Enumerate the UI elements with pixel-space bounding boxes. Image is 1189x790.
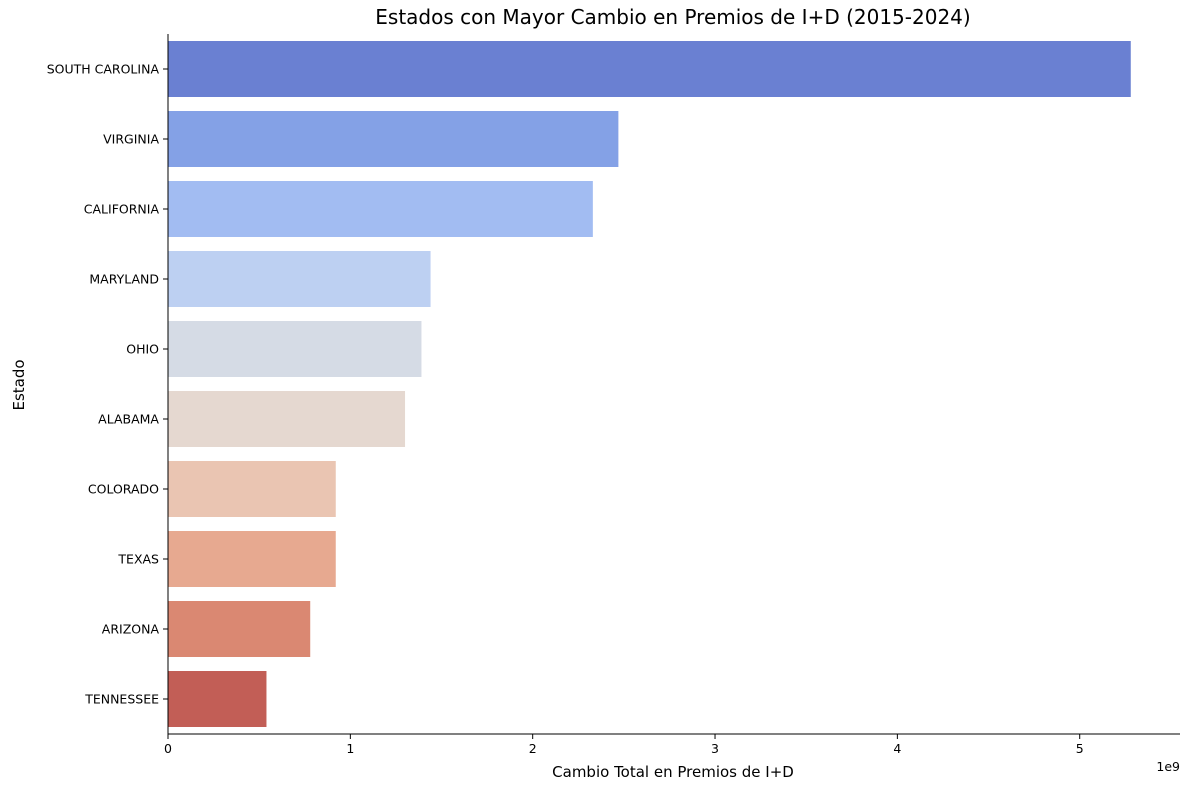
- y-tick-label: VIRGINIA: [103, 132, 159, 147]
- bar-ohio: [168, 321, 422, 377]
- x-tick-label: 3: [711, 741, 719, 756]
- y-axis-ticks: SOUTH CAROLINA VIRGINIA CALIFORNIA MARYLAND…: [47, 62, 168, 707]
- chart-title: Estados con Mayor Cambio en Premios de I…: [375, 5, 970, 29]
- x-axis-label: Cambio Total en Premios de I+D: [552, 763, 794, 781]
- y-tick-label: ALABAMA: [98, 412, 159, 427]
- bar-colorado: [168, 461, 336, 517]
- bar-arizona: [168, 601, 311, 657]
- bar-texas: [168, 531, 336, 587]
- x-tick-label: 0: [164, 741, 172, 756]
- bar-maryland: [168, 251, 431, 307]
- x-tick-label: 4: [893, 741, 901, 756]
- y-tick-label: MARYLAND: [89, 272, 159, 287]
- bar-california: [168, 181, 593, 237]
- bar-tennessee: [168, 671, 267, 727]
- y-tick-label: OHIO: [126, 342, 159, 357]
- x-axis-offset-label: 1e9: [1156, 759, 1180, 774]
- x-axis-ticks: 0 1 2 3 4 5: [164, 734, 1084, 756]
- bar-alabama: [168, 391, 406, 447]
- y-tick-label: TENNESSEE: [84, 692, 159, 707]
- x-tick-label: 5: [1076, 741, 1084, 756]
- y-axis-label: Estado: [10, 359, 28, 410]
- x-tick-label: 1: [346, 741, 354, 756]
- x-tick-label: 2: [529, 741, 537, 756]
- y-tick-label: SOUTH CAROLINA: [47, 62, 160, 77]
- y-tick-label: TEXAS: [117, 552, 159, 567]
- bar-virginia: [168, 111, 619, 167]
- y-tick-label: CALIFORNIA: [84, 202, 160, 217]
- y-tick-label: ARIZONA: [102, 622, 160, 637]
- bar-south-carolina: [168, 41, 1131, 97]
- y-tick-label: COLORADO: [88, 482, 159, 497]
- plot-area: [168, 41, 1131, 727]
